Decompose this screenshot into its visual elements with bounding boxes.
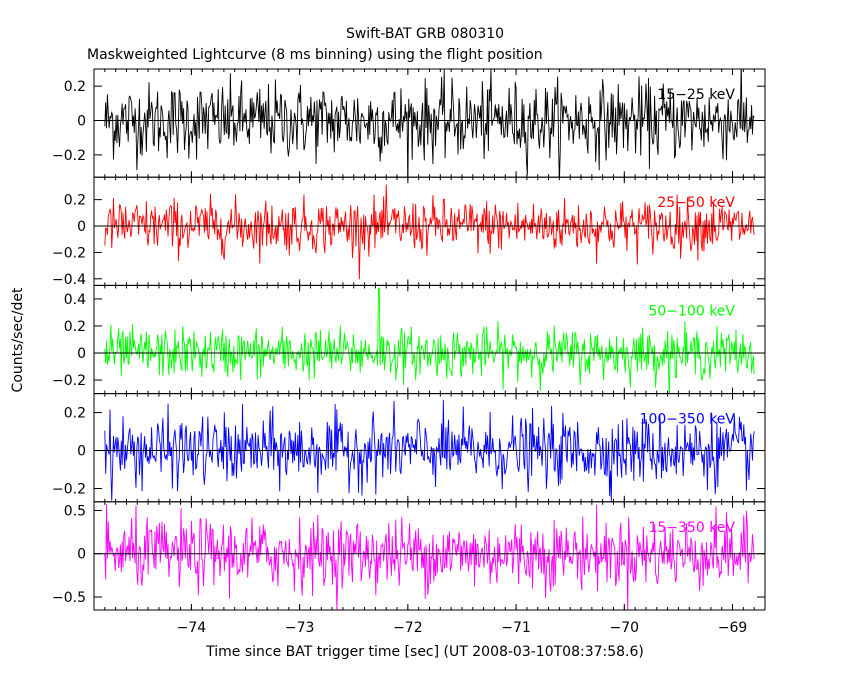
panel-25-50-kev: −0.4 −0.2 0 0.2 25−50 keV (52, 176, 766, 288)
chart-title: Swift-BAT GRB 080310 (346, 26, 504, 42)
y-tick-label: 0 (77, 219, 86, 235)
y-tick-label: 0.2 (64, 193, 86, 209)
panel-frame (93, 176, 766, 286)
y-tick-label: 0 (77, 547, 86, 563)
series-label-100-350-kev: 100−350 keV (640, 412, 736, 428)
y-tick-label: 0.5 (64, 503, 86, 519)
series-line-15-25-kev (104, 69, 755, 178)
y-tick-label: 0.2 (64, 79, 86, 95)
x-axis-label: Time since BAT trigger time [sec] (UT 20… (205, 644, 644, 660)
series-label-15-25-kev: 15−25 keV (657, 87, 735, 103)
panel-50-100-kev: −0.2 0 0.2 0.4 50−100 keV (52, 284, 766, 395)
y-tick-label: −0.5 (52, 590, 86, 606)
panel-15-25-kev: −0.2 0 0.2 15−25 keV (52, 68, 766, 178)
x-tick-label: −72 (393, 620, 423, 636)
y-tick-label: 0 (77, 444, 86, 460)
chart-subtitle: Maskweighted Lightcurve (8 ms binning) u… (87, 47, 543, 63)
y-tick-label: −0.2 (52, 245, 86, 261)
y-tick-label: −0.2 (52, 148, 86, 164)
series-label-50-100-kev: 50−100 keV (648, 303, 735, 319)
series-label-25-50-kev: 25−50 keV (657, 195, 735, 211)
x-tick-label: −71 (501, 620, 531, 636)
x-tick-label: −73 (285, 620, 315, 636)
x-tick-label: −74 (177, 620, 207, 636)
panels-group: −0.200.2 15−25 keV−0.4−0.200.2 25−50 keV−0… (52, 68, 766, 636)
y-tick-label: −0.2 (52, 482, 86, 498)
series-line-100-350-kev (104, 399, 755, 502)
panel-100-350-kev: −0.2 0 0.2 100−350 keV (52, 393, 766, 503)
x-tick-label: −69 (718, 620, 748, 636)
y-tick-label: 0 (77, 114, 86, 130)
x-tick-label: −70 (610, 620, 640, 636)
series-label-15-350-kev: 15−350 keV (648, 520, 735, 536)
y-axis-label: Counts/sec/det (10, 287, 26, 392)
y-tick-label: 0 (77, 346, 86, 362)
panel-15-350-kev: −0.5 0 0.5 15−350 keV (52, 501, 766, 611)
y-tick-label: −0.4 (52, 272, 86, 288)
y-tick-label: 0.2 (64, 319, 86, 335)
y-tick-label: −0.2 (52, 373, 86, 389)
y-tick-label: 0.4 (64, 292, 86, 308)
series-line-15-350-kev (104, 504, 755, 610)
y-tick-label: 0.2 (64, 406, 86, 422)
